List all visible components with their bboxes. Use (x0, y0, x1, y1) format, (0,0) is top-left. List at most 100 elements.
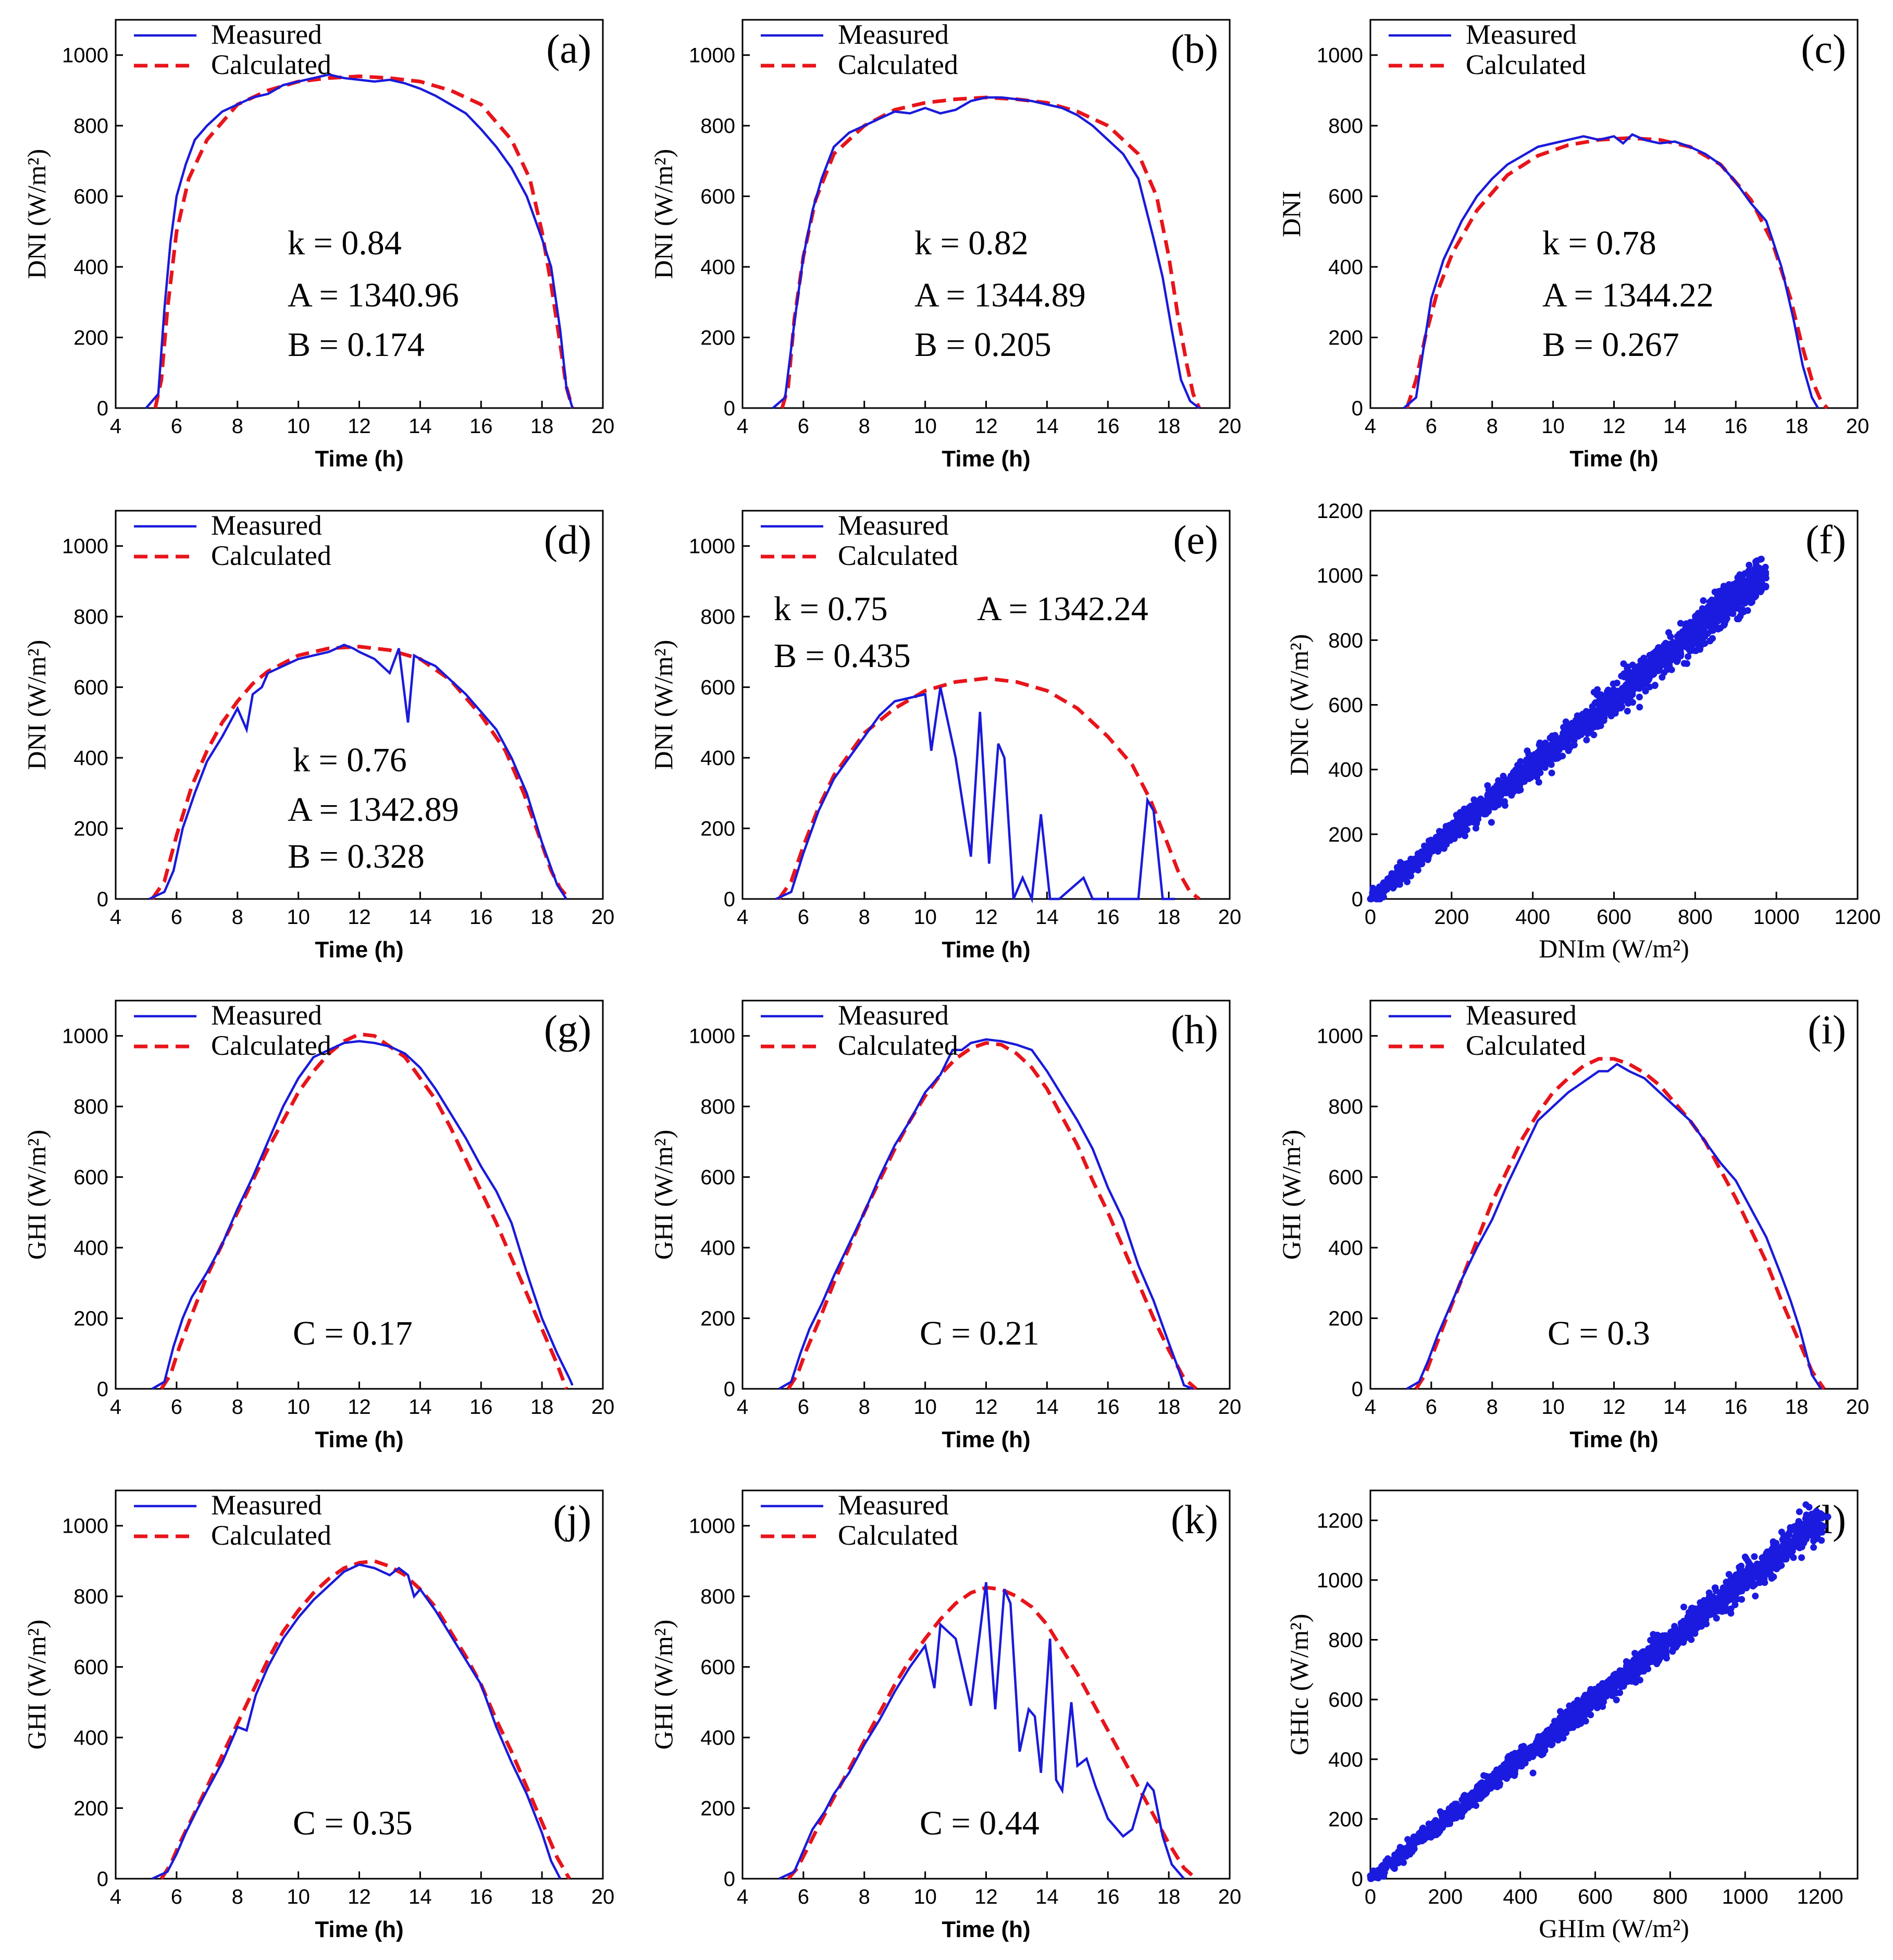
scatter-point (1569, 1707, 1576, 1715)
series-measured-line (778, 1582, 1185, 1880)
parameter-annotation: A = 1344.22 (1542, 276, 1714, 314)
y-axis-label: DNI (W/m²) (22, 149, 51, 279)
scatter-point (1447, 833, 1454, 840)
scatter-point (1471, 1797, 1478, 1804)
scatter-point (1717, 592, 1725, 599)
x-axis-label: GHIm (W/m²) (1539, 1914, 1689, 1943)
scatter-point (1700, 597, 1707, 604)
x-axis-label: Time (h) (1569, 446, 1658, 472)
x-tick-label: 18 (1157, 1396, 1181, 1419)
scatter-point (1680, 1604, 1687, 1611)
scatter-point (1517, 758, 1524, 765)
x-axis-label: Time (h) (942, 1427, 1030, 1452)
x-tick-label: 16 (469, 1885, 493, 1908)
scatter-point (1687, 619, 1694, 626)
scatter-point (1482, 1780, 1489, 1786)
scatter-point (1463, 826, 1470, 833)
x-tick-label: 6 (798, 415, 809, 438)
scatter-point (1710, 1599, 1717, 1606)
x-tick-label: 6 (171, 906, 182, 929)
legend-calculated-label: Calculated (211, 1520, 331, 1551)
scatter-point (1570, 1700, 1578, 1707)
x-tick-label: 14 (1035, 1396, 1059, 1419)
scatter-point (1533, 750, 1541, 758)
x-tick-label: 20 (591, 415, 615, 438)
x-tick-label: 20 (1846, 415, 1870, 438)
x-tick-label: 12 (1602, 415, 1626, 438)
scatter-point (1654, 1637, 1662, 1644)
y-tick-label: 400 (73, 1727, 108, 1749)
y-tick-label: 1000 (1317, 1569, 1363, 1592)
scatter-point (1406, 1842, 1413, 1849)
parameter-annotation: A = 1342.89 (288, 791, 459, 829)
y-tick-label: 200 (1328, 1808, 1363, 1831)
scatter-point (1526, 760, 1533, 767)
scatter-point (1650, 659, 1657, 666)
y-tick-label: 1000 (62, 1515, 108, 1538)
scatter-point (1711, 1609, 1718, 1616)
y-tick-label: 200 (1328, 1308, 1363, 1330)
y-tick-label: 600 (1328, 186, 1363, 208)
scatter-point (1660, 658, 1667, 665)
y-tick-label: 800 (1328, 1095, 1363, 1118)
y-axis-label: GHI (W/m²) (1277, 1130, 1306, 1260)
scatter-point (1697, 616, 1704, 623)
x-tick-label: 20 (1218, 1396, 1242, 1419)
scatter-point (1488, 819, 1495, 826)
scatter-point (1770, 1573, 1777, 1581)
scatter-point (1405, 867, 1413, 874)
series-calculated-line (153, 74, 574, 409)
scatter-point (1498, 1773, 1505, 1780)
scatter-point (1737, 606, 1744, 613)
parameter-annotation: C = 0.35 (293, 1804, 413, 1842)
scatter-point (1413, 857, 1420, 865)
scatter-point (1613, 1682, 1619, 1690)
scatter-point (1722, 601, 1729, 609)
scatter-point (1665, 655, 1672, 662)
scatter-point (1469, 812, 1476, 819)
scatter-point (1636, 704, 1643, 711)
scatter-point (1755, 1562, 1762, 1569)
panel-label: (e) (1173, 517, 1218, 562)
y-tick-label: 1000 (62, 535, 108, 558)
x-tick-label: 12 (348, 415, 371, 438)
x-tick-label: 14 (1663, 415, 1687, 438)
x-tick-label: 0 (1365, 906, 1376, 929)
legend-measured-label: Measured (838, 510, 949, 541)
scatter-point (1505, 1770, 1513, 1778)
y-tick-label: 600 (73, 1656, 108, 1679)
y-tick-label: 0 (1352, 1868, 1363, 1891)
y-tick-label: 200 (73, 1797, 108, 1820)
scatter-point (1603, 1680, 1610, 1686)
scatter-point (1704, 630, 1711, 637)
x-tick-label: 20 (1218, 415, 1242, 438)
y-tick-label: 600 (73, 1166, 108, 1189)
scatter-point (1511, 1772, 1518, 1779)
scatter-point (1458, 1809, 1466, 1817)
scatter-point (1552, 1723, 1560, 1730)
x-tick-label: 10 (287, 415, 310, 438)
scatter-point (1736, 1566, 1743, 1573)
x-tick-label: 14 (1035, 906, 1059, 929)
scatter-point (1752, 558, 1759, 565)
parameter-annotation: A = 1344.89 (914, 276, 1086, 314)
legend-calculated-label: Calculated (211, 540, 331, 571)
scatter-point (1453, 811, 1460, 819)
scatter-point (1394, 864, 1401, 871)
scatter-point (1425, 837, 1432, 844)
y-tick-label: 800 (1328, 115, 1363, 138)
scatter-point (1605, 694, 1612, 701)
scatter-point (1615, 701, 1623, 709)
scatter-point (1667, 633, 1674, 640)
scatter-point (1399, 866, 1406, 873)
y-tick-label: 200 (700, 1797, 735, 1820)
scatter-point (1485, 786, 1492, 794)
parameter-annotation: C = 0.3 (1548, 1314, 1650, 1352)
panel-label: (h) (1171, 1007, 1218, 1052)
scatter-point (1715, 1596, 1723, 1604)
scatter-point (1473, 819, 1480, 827)
scatter-point (1644, 1665, 1652, 1672)
x-tick-label: 20 (1218, 906, 1242, 929)
